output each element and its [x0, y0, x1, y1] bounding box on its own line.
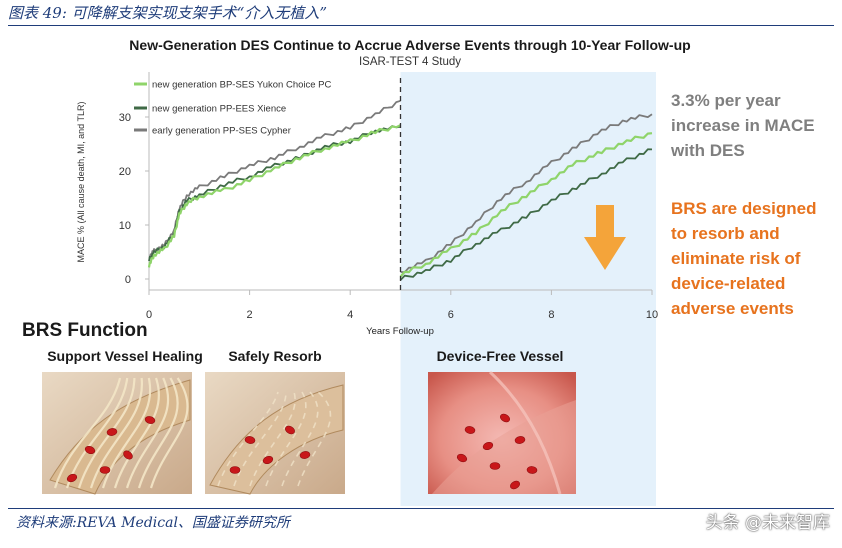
red-blood-cell: [526, 466, 538, 474]
header-rule: [8, 25, 834, 26]
red-blood-cell: [285, 425, 295, 435]
scaffold-strut: [89, 377, 143, 489]
y-axis-label: MACE % (All cause death, MI, and TLR): [76, 102, 86, 263]
mace-increase-annotation: 3.3% per year increase in MACE with DES: [671, 91, 815, 160]
panel-label-support: Support Vessel Healing: [47, 348, 203, 364]
brs-illustrations: [42, 370, 576, 495]
red-blood-cell: [514, 436, 526, 444]
chart-legend: new generation BP-SES Yukon Choice PC new…: [134, 80, 332, 137]
x-tick-label: 6: [448, 309, 454, 321]
brs-function-heading: BRS Function: [22, 320, 148, 341]
red-blood-cell: [299, 451, 311, 459]
chart-series: [147, 99, 653, 281]
scaffold-strut: [53, 377, 122, 489]
red-blood-cell: [500, 413, 510, 423]
red-blood-cell: [244, 436, 256, 444]
y-tick-label: 0: [125, 274, 131, 286]
red-blood-cell: [456, 453, 468, 463]
x-axis-label: Years Follow-up: [366, 326, 434, 337]
series-line-pp-ses-cypher-segment-1: [148, 99, 401, 260]
legend-label: new generation PP-EES Xience: [152, 104, 286, 115]
watermark: 头条 @未来智库: [705, 513, 830, 533]
red-blood-cell: [510, 480, 520, 490]
red-blood-cell: [84, 445, 96, 455]
red-blood-cell: [464, 426, 476, 434]
legend-label: early generation PP-SES Cypher: [152, 126, 291, 137]
panel-label-device-free: Device-Free Vessel: [436, 348, 564, 364]
vessel-lumen: [432, 400, 576, 494]
legend-label: new generation BP-SES Yukon Choice PC: [152, 80, 332, 91]
chart-axes: 0 2 4 6 8 10 0 10 20 30: [119, 72, 658, 321]
series-line-bp-ses-segment-1: [147, 124, 401, 268]
resorbing-strut: [297, 391, 332, 487]
x-tick-label: 8: [548, 309, 554, 321]
panel-label-resorb: Safely Resorb: [228, 348, 322, 364]
y-tick-label: 10: [119, 220, 131, 232]
series-line-pp-ees-segment-1: [148, 125, 401, 262]
resorbing-strut: [281, 391, 319, 487]
red-blood-cell: [482, 441, 494, 451]
scaffold-strut: [137, 377, 179, 489]
y-tick-label: 30: [119, 112, 131, 124]
series-line-pp-ses-cypher-segment-2: [400, 113, 653, 274]
resorbing-strut: [233, 391, 287, 487]
vessel-wall: [209, 384, 344, 495]
scaffold-strut: [149, 377, 189, 489]
y-tick-label: 20: [119, 166, 131, 178]
red-blood-cell: [123, 450, 133, 460]
chart-title: New-Generation DES Continue to Accrue Ad…: [129, 37, 691, 53]
x-tick-label: 2: [247, 309, 253, 321]
red-blood-cell: [229, 466, 241, 474]
x-tick-label: 4: [347, 309, 353, 321]
red-blood-cell: [262, 455, 274, 465]
red-blood-cell: [144, 416, 156, 424]
brs-benefit-annotation: BRS are designed to resorb and eliminate…: [671, 199, 817, 318]
down-arrow-icon: [584, 205, 626, 270]
resorbing-strut: [217, 391, 279, 487]
red-blood-cell: [106, 428, 118, 436]
red-blood-cell: [66, 473, 78, 483]
footer-rule: [8, 508, 834, 509]
scaffold-strut: [65, 377, 129, 489]
vessel-fold: [488, 370, 562, 495]
chart-subtitle: ISAR-TEST 4 Study: [358, 56, 462, 68]
figure-caption: 图表 49: 可降解支架实现支架手术“介入无植入”: [8, 4, 328, 22]
x-tick-label: 0: [146, 309, 152, 321]
resorbing-strut: [249, 391, 296, 487]
scaffold-strut: [113, 377, 160, 489]
scaffold-strut: [101, 377, 152, 489]
source-note: 资料来源:REVA Medical、国盛证券研究所: [16, 515, 290, 531]
x-tick-label: 10: [646, 309, 658, 321]
red-blood-cell: [99, 466, 111, 474]
resorbing-strut: [265, 391, 307, 487]
series-line-bp-ses-segment-2: [399, 132, 653, 278]
scaffold-strut: [125, 377, 170, 489]
series-line-pp-ees-segment-2: [399, 148, 653, 281]
red-blood-cell: [489, 462, 501, 470]
